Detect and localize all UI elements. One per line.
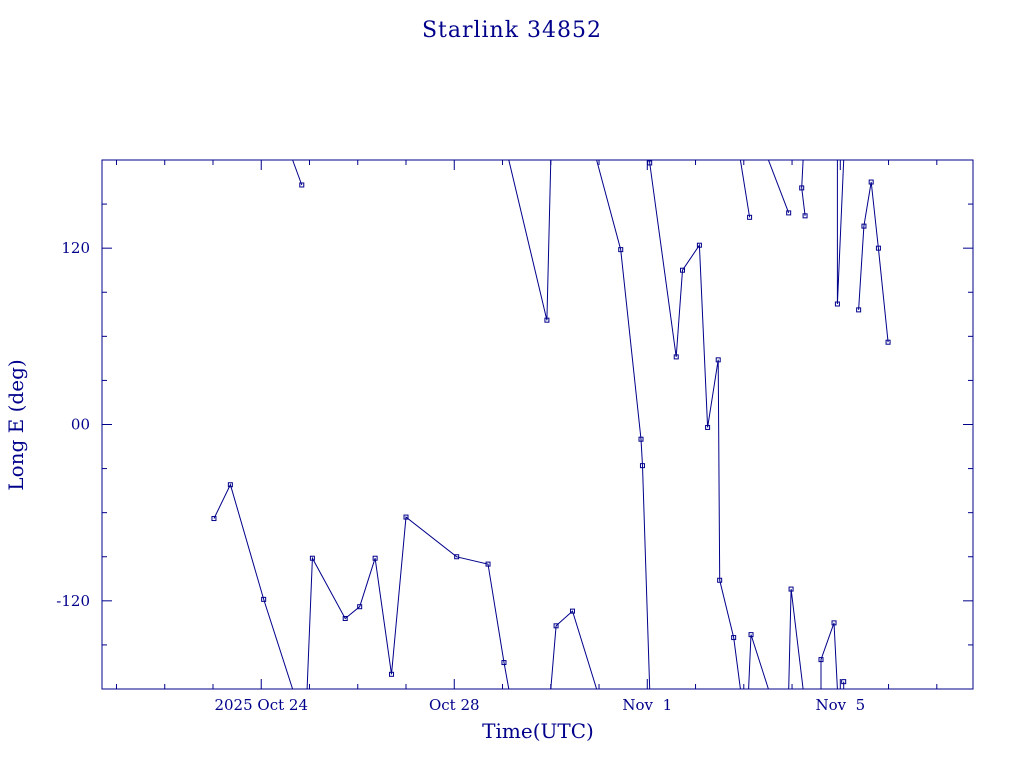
series-line <box>649 160 741 689</box>
data-point-marker <box>861 223 867 229</box>
series-line <box>306 516 510 689</box>
data-point-marker <box>544 317 550 323</box>
x-tick-label: Oct 28 <box>429 696 480 714</box>
data-point-marker <box>731 635 737 641</box>
data-point-marker <box>856 307 862 313</box>
data-point-marker <box>680 267 686 273</box>
series-line <box>858 181 889 343</box>
axis-ticks <box>102 160 973 689</box>
data-point-marker <box>748 632 754 638</box>
y-tick-label: 120 <box>61 239 90 257</box>
series-line <box>767 160 790 214</box>
data-point-marker <box>717 577 723 583</box>
data-point-marker <box>831 620 837 626</box>
series-line <box>739 160 751 218</box>
data-point-marker <box>875 245 881 251</box>
data-point-marker <box>299 182 305 188</box>
x-tick-label: 2025 Oct 24 <box>214 696 308 714</box>
data-point-marker <box>501 660 507 666</box>
data-point-marker <box>618 247 624 253</box>
data-point-marker <box>569 608 575 614</box>
data-point-marker <box>227 482 233 488</box>
series-line <box>550 610 598 689</box>
y-tick-label: -120 <box>56 592 90 610</box>
series-line <box>596 160 651 689</box>
data-point-marker <box>553 623 559 629</box>
data-point-marker <box>454 554 460 560</box>
data-point-marker <box>818 657 824 663</box>
plot-frame <box>101 159 974 690</box>
series-line <box>836 160 845 305</box>
data-point-marker <box>639 463 645 469</box>
data-point-marker <box>673 354 679 360</box>
data-point-marker <box>696 242 702 248</box>
data-point-marker <box>747 214 753 220</box>
data-point-marker <box>868 179 874 185</box>
data-point-marker <box>834 301 840 307</box>
data-point-marker <box>799 185 805 191</box>
data-point-marker <box>309 555 315 561</box>
data-point-marker <box>802 213 808 219</box>
y-tick-label: 00 <box>71 416 90 434</box>
series-line <box>801 160 806 216</box>
series-line <box>788 589 804 689</box>
y-tick-labels: 120 00 -120 <box>56 239 90 610</box>
x-tick-label: Nov 5 <box>815 696 865 714</box>
data-point-marker <box>788 586 794 592</box>
data-point-marker <box>638 436 644 442</box>
series-line <box>748 634 769 689</box>
series-group <box>211 160 891 689</box>
data-point-marker <box>372 555 378 561</box>
chart-title: Starlink 34852 <box>422 18 602 43</box>
data-point-marker <box>705 424 711 430</box>
data-point-marker <box>403 514 409 520</box>
data-point-marker <box>389 671 395 677</box>
data-point-marker <box>485 561 491 567</box>
data-point-marker <box>786 210 792 216</box>
data-point-marker <box>885 339 891 345</box>
y-axis-label: Long E (deg) <box>4 359 28 490</box>
x-tick-labels: 2025 Oct 24 Oct 28 Nov 1 Nov 5 <box>214 696 865 714</box>
series-line <box>213 483 294 689</box>
data-point-marker <box>211 516 217 522</box>
data-point-marker <box>357 604 363 610</box>
series-line <box>508 160 552 321</box>
series-line <box>820 622 838 689</box>
x-tick-label: Nov 1 <box>622 696 672 714</box>
data-point-marker <box>715 357 721 363</box>
data-point-marker <box>261 596 267 602</box>
data-point-marker <box>647 160 653 166</box>
data-point-marker <box>841 679 847 685</box>
x-axis-label: Time(UTC) <box>482 719 594 743</box>
series-line <box>292 160 303 186</box>
data-point-marker <box>342 615 348 621</box>
